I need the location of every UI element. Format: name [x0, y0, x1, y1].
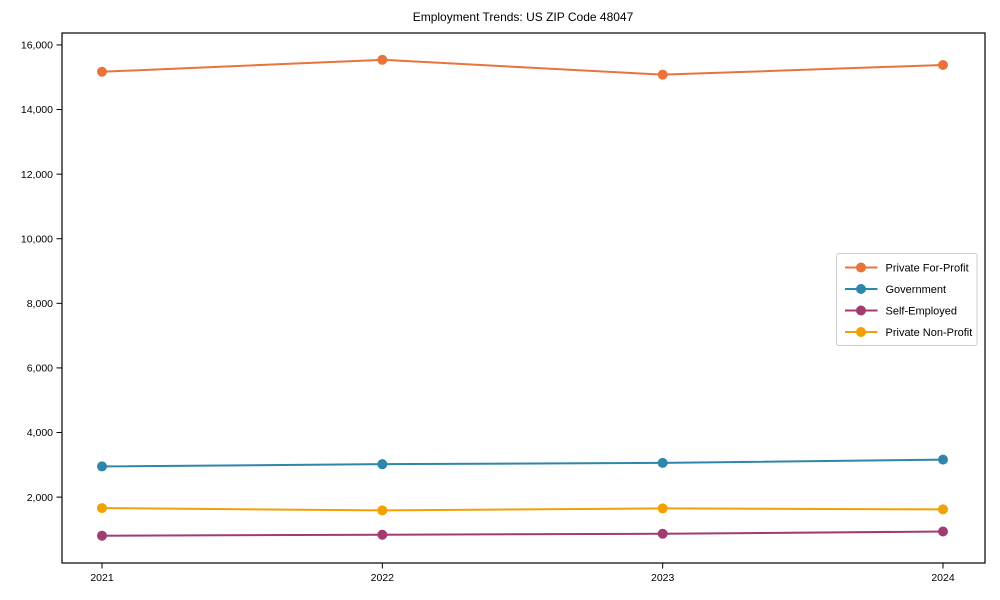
- legend-item-private-for-profit: Private For-Profit: [845, 262, 969, 275]
- y-tick-label: 2,000: [27, 492, 53, 504]
- data-point-private-non-profit-2023: [657, 503, 668, 514]
- y-tick-label: 4,000: [27, 427, 53, 439]
- legend-item-government: Government: [845, 284, 946, 296]
- x-tick-label: 2022: [371, 572, 395, 584]
- series-line-private-non-profit: [101, 507, 944, 512]
- data-point-private-for-profit-2022: [377, 54, 388, 65]
- legend-box: [836, 253, 978, 346]
- series-line-private-for-profit: [101, 58, 944, 76]
- axes-layer: 2,000 4,000 6,000 8,000 10,000 12,000 14,000 16…: [21, 32, 986, 584]
- y-tick-label: 14,000: [21, 104, 53, 116]
- series-layer: [97, 54, 948, 541]
- data-point-government-2021: [97, 461, 107, 472]
- legend-label-private-non-profit: Private Non-Profit: [886, 327, 973, 339]
- legend-label-self-employed: Self-Employed: [886, 306, 958, 318]
- data-point-self-employed-2021: [97, 530, 107, 541]
- legend-marker-private-for-profit: [856, 262, 866, 273]
- legend-marker-private-non-profit: [856, 327, 866, 337]
- data-point-government-2022: [377, 459, 388, 470]
- data-point-private-for-profit-2023: [657, 69, 668, 80]
- plot-border: [61, 32, 986, 564]
- data-point-private-non-profit-2024: [938, 504, 948, 515]
- data-point-private-for-profit-2021: [97, 66, 107, 77]
- legend-marker-government: [856, 284, 866, 294]
- y-tick-label: 16,000: [21, 40, 53, 52]
- y-tick-label: 8,000: [27, 298, 53, 310]
- series-line-self-employed: [101, 530, 944, 537]
- data-point-self-employed-2024: [938, 526, 948, 537]
- x-tick-label: 2023: [651, 572, 675, 584]
- data-point-self-employed-2022: [377, 529, 388, 540]
- legend-marker-self-employed: [856, 305, 866, 316]
- legend-label-private-for-profit: Private For-Profit: [886, 263, 969, 275]
- x-tick-label: 2021: [90, 572, 114, 584]
- y-tick-label: 12,000: [21, 169, 53, 181]
- y-tick-label: 6,000: [27, 363, 53, 375]
- data-point-private-non-profit-2021: [97, 503, 107, 514]
- data-point-government-2024: [938, 454, 948, 465]
- legend-item-self-employed: Self-Employed: [845, 305, 958, 318]
- chart-title: Employment Trends: US ZIP Code 48047: [413, 10, 634, 24]
- data-point-self-employed-2023: [657, 528, 668, 539]
- y-tick-label: 10,000: [21, 233, 53, 245]
- data-point-private-for-profit-2024: [938, 59, 948, 70]
- series-line-government: [101, 458, 944, 468]
- data-point-government-2023: [657, 457, 668, 468]
- legend-item-private-non-profit: Private Non-Profit: [845, 327, 972, 339]
- legend-layer: Private For-Profit Government Self-Employe…: [836, 253, 978, 346]
- legend-label-government: Government: [886, 284, 947, 296]
- data-point-private-non-profit-2022: [377, 505, 388, 516]
- x-tick-label: 2024: [931, 572, 955, 584]
